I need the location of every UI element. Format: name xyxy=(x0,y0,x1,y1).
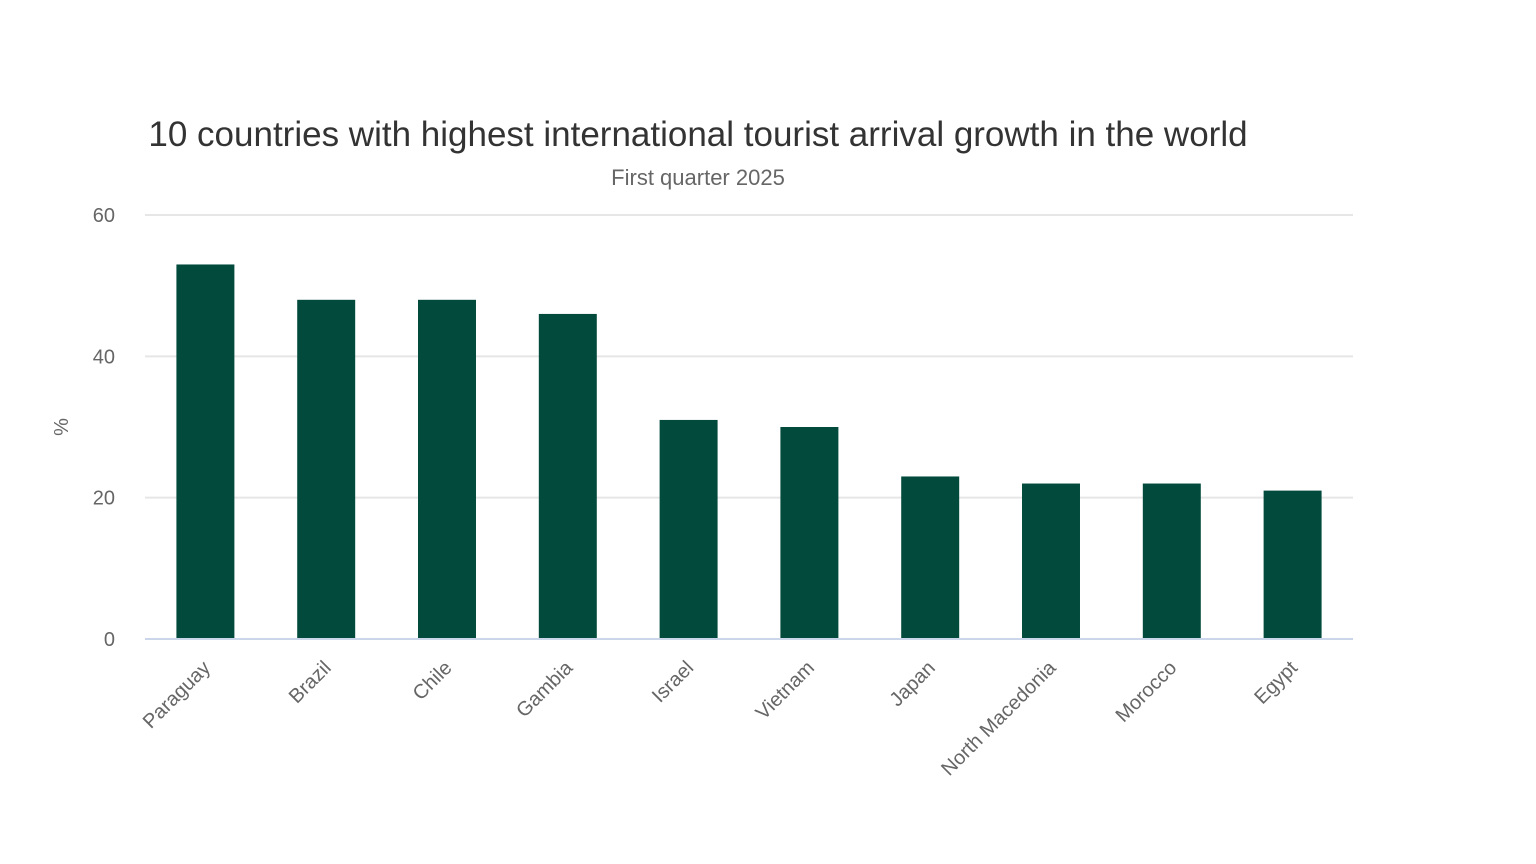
x-tick-label: Morocco xyxy=(1112,657,1182,727)
y-tick-label: 20 xyxy=(93,488,115,510)
x-tick-label: Brazil xyxy=(285,657,336,708)
y-axis-label: % xyxy=(51,418,73,436)
y-tick-label: 0 xyxy=(104,629,115,651)
category-labels: Paraguay Brazil Chile Gambia Israel Vietnam Ja… xyxy=(139,656,1303,780)
x-tick-label: Vietnam xyxy=(752,657,819,724)
chart-subtitle: First quarter 2025 xyxy=(611,165,785,190)
x-tick-label: Chile xyxy=(409,657,457,705)
bar-paraguay[interactable] xyxy=(176,264,235,639)
x-tick-label: Paraguay xyxy=(139,657,215,733)
bar-japan[interactable] xyxy=(901,476,960,639)
x-tick-label: Egypt xyxy=(1250,657,1302,709)
bar-morocco[interactable] xyxy=(1142,483,1201,639)
bar-vietnam[interactable] xyxy=(780,427,839,639)
y-tick-label: 40 xyxy=(93,346,115,368)
bar-brazil[interactable] xyxy=(297,299,356,639)
bars xyxy=(176,264,1322,639)
bar-egypt[interactable] xyxy=(1263,490,1322,639)
x-tick-label: Israel xyxy=(648,657,698,707)
x-tick-label: North Macedonia xyxy=(937,656,1061,780)
bar-israel[interactable] xyxy=(659,419,718,639)
bar-north-macedonia[interactable] xyxy=(1022,483,1080,639)
bar-chile[interactable] xyxy=(418,299,476,639)
x-tick-label: Japan xyxy=(886,657,940,711)
y-tick-label: 60 xyxy=(93,205,115,227)
bar-gambia[interactable] xyxy=(538,313,597,639)
chart-title: 10 countries with highest international … xyxy=(148,115,1247,154)
x-tick-label: Gambia xyxy=(512,656,578,722)
